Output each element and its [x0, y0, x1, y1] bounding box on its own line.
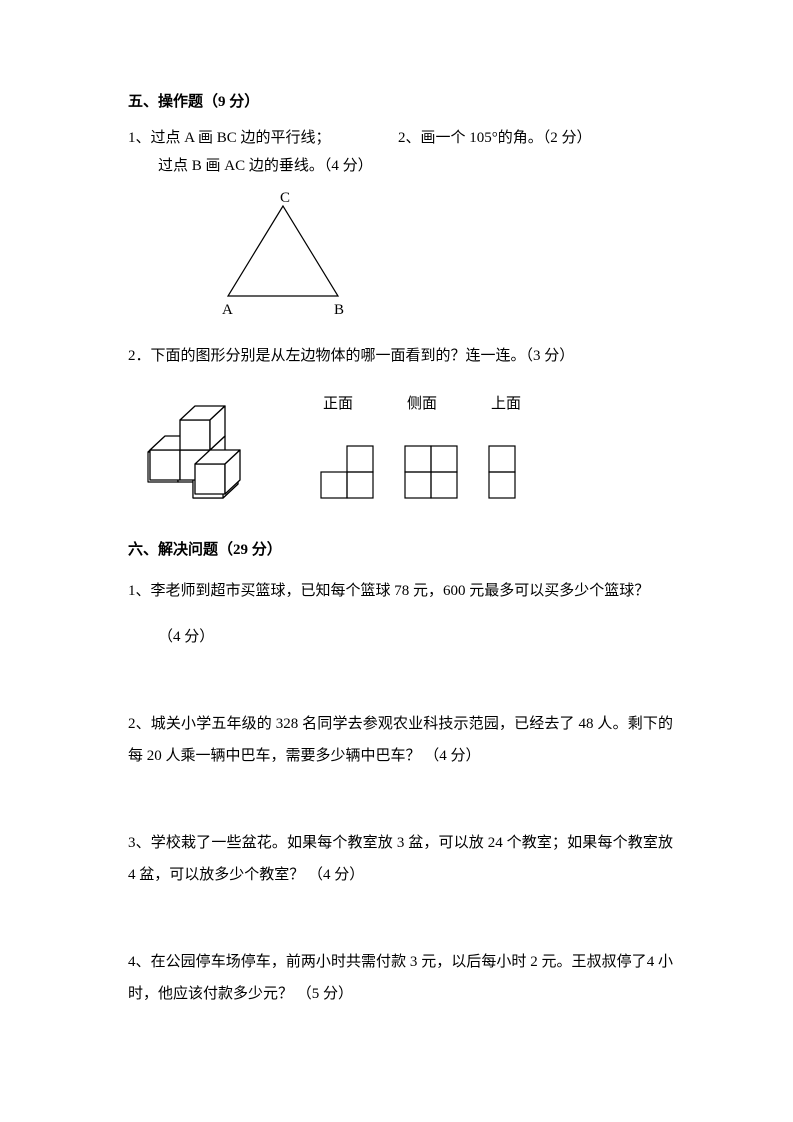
- cube-svg: [138, 392, 283, 502]
- problem-3: 3、学校栽了一些盆花。如果每个教室放 3 盆，可以放 24 个教室；如果每个教室…: [128, 828, 673, 891]
- view-shape-2: [403, 444, 459, 500]
- problem-4-text: 在公园停车场停车，前两小时共需付款 3 元，以后每小时 2 元。王叔叔停了4 小…: [128, 954, 673, 1002]
- q1-left-line1: 1、过点 A 画 BC 边的平行线；: [128, 126, 398, 150]
- problem-2-text: 城关小学五年级的 328 名同学去参观农业科技示范园，已经去了 48 人。剩下的…: [128, 716, 673, 764]
- problem-1-text: 李老师到超市买篮球，已知每个篮球 78 元，600 元最多可以买多少个篮球？: [151, 583, 650, 599]
- view-shape-3: [487, 444, 517, 500]
- triangle-label-a: A: [222, 302, 233, 318]
- section5-title: 五、操作题（9 分）: [128, 90, 673, 114]
- problem-4-num: 4、: [128, 954, 151, 970]
- q1-right: 2、画一个 105°的角。（2 分）: [398, 126, 592, 150]
- view-label-front: 正面: [323, 392, 353, 416]
- views-right: 正面 侧面 上面: [313, 392, 673, 500]
- triangle-label-c: C: [280, 190, 290, 206]
- problem-1-num: 1、: [128, 583, 151, 599]
- problem-4: 4、在公园停车场停车，前两小时共需付款 3 元，以后每小时 2 元。王叔叔停了4…: [128, 947, 673, 1010]
- view-shape-1: [319, 444, 375, 500]
- problem-1: 1、李老师到超市买篮球，已知每个篮球 78 元，600 元最多可以买多少个篮球？…: [128, 576, 673, 653]
- triangle-label-b: B: [334, 302, 344, 318]
- view-label-top: 上面: [491, 392, 521, 416]
- cube-3d-figure: [138, 392, 283, 510]
- q2-text: 2．下面的图形分别是从左边物体的哪一面看到的？连一连。（3 分）: [128, 344, 673, 368]
- triangle-figure: C A B: [208, 188, 673, 326]
- section6-title: 六、解决问题（29 分）: [128, 538, 673, 562]
- view-label-side: 侧面: [407, 392, 437, 416]
- q1-left-line2: 过点 B 画 AC 边的垂线。（4 分）: [158, 154, 673, 178]
- problem-3-num: 3、: [128, 835, 151, 851]
- views-row: 正面 侧面 上面: [138, 392, 673, 510]
- triangle-svg: C A B: [208, 188, 358, 318]
- q1-row: 1、过点 A 画 BC 边的平行线； 2、画一个 105°的角。（2 分）: [128, 126, 673, 150]
- problem-2: 2、城关小学五年级的 328 名同学去参观农业科技示范园，已经去了 48 人。剩…: [128, 709, 673, 772]
- problem-2-num: 2、: [128, 716, 151, 732]
- view-labels: 正面 侧面 上面: [323, 392, 673, 416]
- problem-1-points: （4 分）: [158, 622, 673, 654]
- view-shapes: [319, 444, 673, 500]
- problem-3-text: 学校栽了一些盆花。如果每个教室放 3 盆，可以放 24 个教室；如果每个教室放 …: [128, 835, 673, 883]
